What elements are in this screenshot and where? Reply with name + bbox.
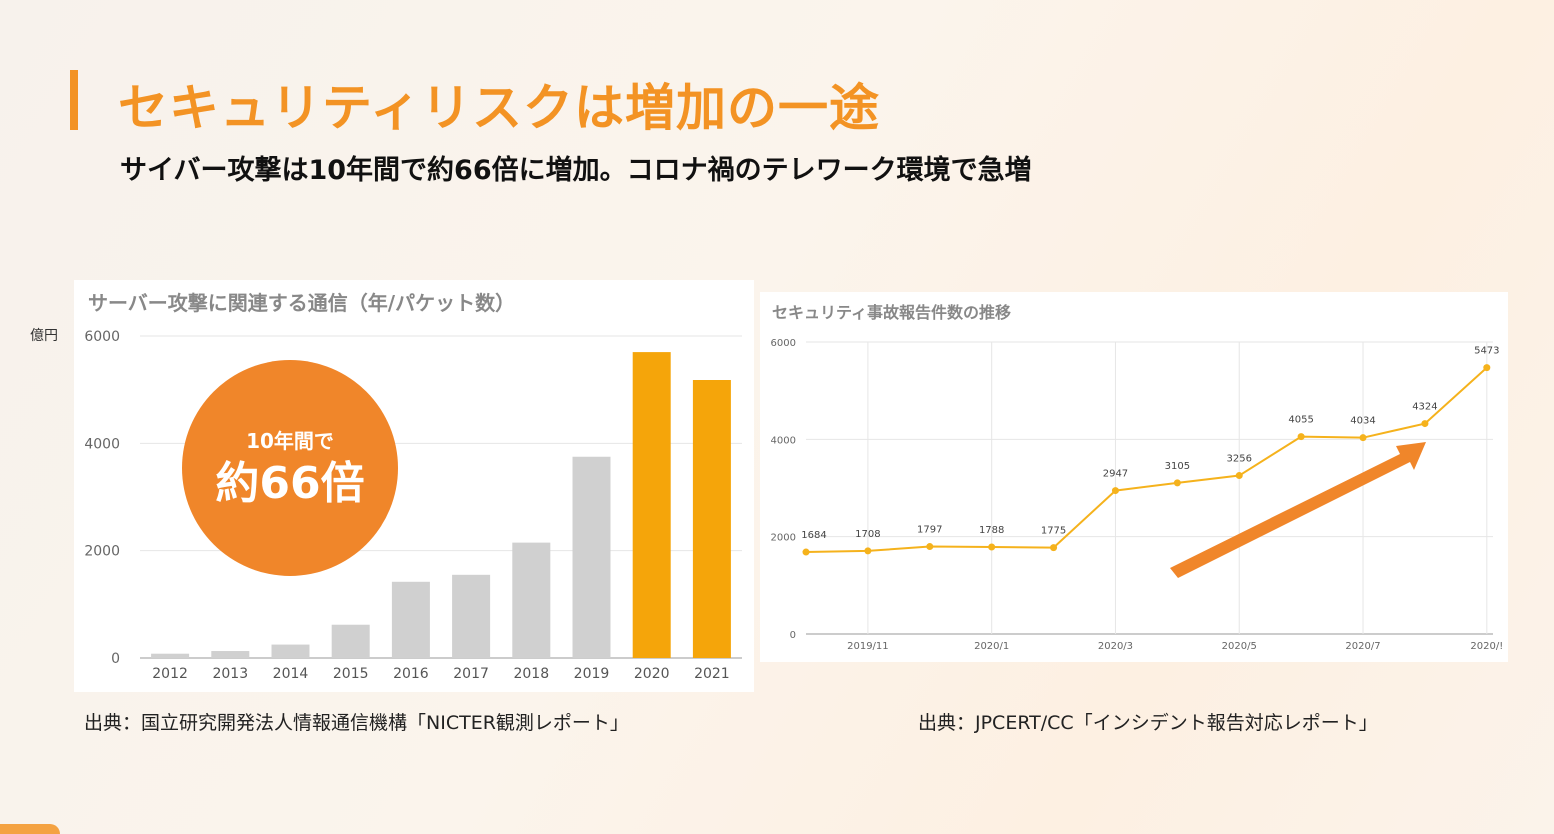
bar-2019 — [572, 456, 611, 658]
bar-xtick-label: 2017 — [453, 666, 489, 682]
bar-ytick-label: 2000 — [84, 544, 120, 560]
line-point — [1235, 472, 1243, 480]
bar-2014 — [271, 644, 310, 658]
bar-xtick-label: 2020 — [634, 666, 670, 682]
line-point — [1359, 434, 1367, 442]
line-point — [802, 548, 810, 556]
bar-2017 — [452, 574, 491, 658]
line-value-label: 3256 — [1227, 454, 1252, 465]
bar-chart-panel: サーバー攻撃に関連する通信（年/パケット数） 2012 2013 2014 2015 2… — [74, 280, 754, 692]
bar-xtick-label: 2021 — [694, 666, 730, 682]
line-xtick-label: 2020/5 — [1222, 641, 1257, 652]
bar-2020 — [632, 352, 671, 658]
badge-line1: 10年間で — [246, 429, 334, 453]
bar-xtick-label: 2015 — [333, 666, 369, 682]
bar-xtick-label: 2013 — [212, 666, 248, 682]
corner-logo-mark — [0, 824, 60, 834]
line-series — [805, 366, 1488, 554]
line-value-label: 3105 — [1165, 461, 1190, 472]
line-value-label: 1708 — [855, 529, 880, 540]
line-xtick-label: 2020/1 — [974, 641, 1009, 652]
line-xtick-label: 2020/7 — [1345, 641, 1380, 652]
line-chart-title: セキュリティ事故報告件数の推移 — [772, 303, 1011, 322]
line-point — [1050, 544, 1058, 552]
line-value-label: 4324 — [1412, 402, 1437, 413]
source-left: 出典：国立研究開発法人情報通信機構「NICTER観測レポート」 — [84, 712, 629, 734]
line-ytick-label: 0 — [790, 630, 796, 641]
line-point — [1421, 420, 1429, 428]
line-point — [988, 543, 996, 551]
bar-ytick-label: 0 — [111, 651, 120, 667]
line-xtick-label: 2020/3 — [1098, 641, 1133, 652]
line-chart-panel: セキュリティ事故報告件数の推移 0 2000 4000 6000 2019/11 202… — [760, 292, 1508, 662]
line-chart: セキュリティ事故報告件数の推移 0 2000 4000 6000 2019/11 202… — [771, 303, 1504, 652]
line-value-label: 2947 — [1103, 469, 1128, 480]
bar-2012 — [151, 653, 190, 658]
line-point — [1483, 364, 1491, 372]
line-value-label: 4034 — [1350, 416, 1375, 427]
bar-xtick-label: 2014 — [273, 666, 309, 682]
line-value-label: 1775 — [1041, 526, 1066, 537]
bar-ytick-label: 4000 — [84, 436, 120, 452]
line-xtick-label: 2019/11 — [847, 641, 889, 652]
bar-chart: サーバー攻撃に関連する通信（年/パケット数） 2012 2013 2014 2015 2… — [84, 291, 742, 682]
page-title: セキュリティリスクは増加の一途 — [118, 79, 880, 137]
y-unit-label: 億円 — [30, 328, 58, 344]
line-xtick-label: 2020/! — [1470, 641, 1503, 652]
line-point — [926, 543, 934, 551]
bar-xtick-label: 2016 — [393, 666, 429, 682]
line-ytick-label: 6000 — [771, 338, 796, 349]
bar-2021 — [692, 380, 731, 658]
bar-xtick-label: 2018 — [513, 666, 549, 682]
line-point — [1297, 433, 1305, 441]
line-value-label: 4055 — [1288, 415, 1313, 426]
bar-xtick-label: 2019 — [574, 666, 610, 682]
badge-line2: 約66倍 — [215, 458, 364, 509]
line-point — [1173, 479, 1181, 487]
line-value-label: 1788 — [979, 525, 1004, 536]
source-right: 出典：JPCERT/CC「インシデント報告対応レポート」 — [918, 712, 1378, 734]
bar-ytick-label: 6000 — [84, 329, 120, 345]
bar-2018 — [512, 542, 551, 658]
bar-2015 — [331, 624, 370, 658]
line-point — [1111, 487, 1119, 495]
bar-xtick-label: 2012 — [152, 666, 188, 682]
line-ytick-label: 4000 — [771, 435, 796, 446]
title-accent-bar — [70, 70, 78, 130]
line-value-label: 1797 — [917, 525, 942, 536]
highlight-badge — [182, 360, 398, 576]
trend-arrow — [1170, 442, 1426, 578]
bar-2013 — [211, 651, 250, 658]
line-value-label: 5473 — [1474, 346, 1499, 357]
page-subtitle: サイバー攻撃は10年間で約66倍に増加。コロナ禍のテレワーク環境で急増 — [120, 155, 1032, 186]
line-ytick-label: 2000 — [771, 533, 796, 544]
line-value-label: 1684 — [801, 530, 826, 541]
bar-2016 — [391, 581, 430, 658]
line-point — [864, 547, 872, 555]
bar-chart-title: サーバー攻撃に関連する通信（年/パケット数） — [88, 291, 515, 315]
